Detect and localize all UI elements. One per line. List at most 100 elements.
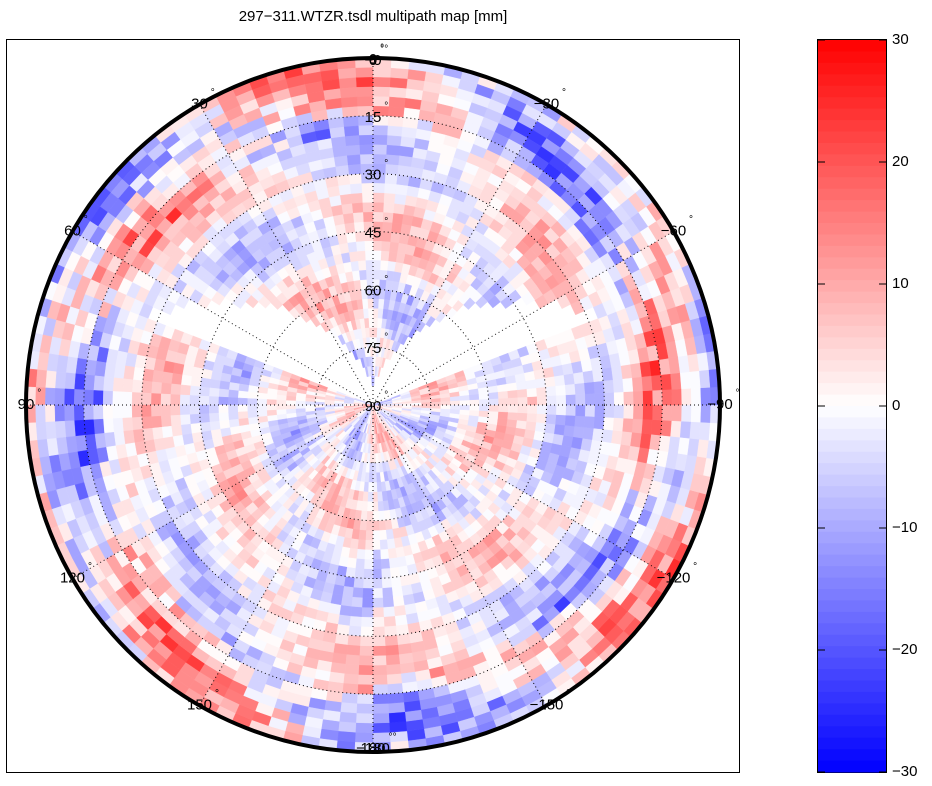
colorbar-level [818,440,886,453]
heat-cell [603,404,615,418]
elevation-label: 60 [365,282,382,299]
heat-cell [631,376,643,392]
colorbar-level [818,120,886,132]
heat-cell [387,692,405,704]
heat-cell [359,645,374,656]
heat-cell [355,67,374,78]
heat-cell [565,394,576,406]
heat-cell [651,404,663,421]
azimuth-label: 60 [64,222,81,239]
heat-cell [365,269,374,281]
heat-cell [180,404,191,416]
heat-cell [64,388,75,406]
heat-cell [337,730,357,743]
heat-cell [64,372,77,390]
heat-cell [112,404,123,419]
heat-cell [372,674,388,685]
heat-cell [623,404,634,419]
heat-cell [200,421,212,433]
heat-cell [218,396,229,406]
heat-cell [238,390,249,399]
heat-cell [372,327,378,338]
heat-cell [641,418,653,435]
heat-cell [74,419,86,437]
heat-cell [161,299,176,316]
heat-cell [574,415,585,428]
heat-cell [351,528,361,540]
heat-cell [357,260,367,272]
heat-cell [199,395,210,406]
heat-cell [613,404,624,419]
colorbar-level [818,543,886,556]
heat-cell [383,615,397,627]
heat-cell [430,404,441,409]
heat-cell [365,539,374,550]
heat-cell [372,481,378,492]
heat-cell [171,373,183,386]
heat-cell [372,568,383,579]
heat-cell [372,250,382,261]
heat-cell [372,308,379,319]
heat-cell [381,567,392,579]
heat-cell [623,391,634,406]
heat-cell [365,529,374,541]
heat-cell [372,664,388,676]
heat-cell [161,371,174,385]
colorbar-level [818,463,886,476]
heat-cell [372,183,385,194]
heat-cell [459,399,470,406]
colorbar-level [818,51,886,64]
colorbar-level [818,85,886,98]
heat-cell [170,414,182,427]
colorbar [818,40,886,773]
heat-cell [132,379,144,394]
heat-cell [200,377,212,389]
heat-cell [372,703,390,714]
heat-cell [506,418,518,428]
heat-cell [122,378,134,393]
heat-cell [362,202,374,213]
colorbar-level [818,554,886,567]
heat-cell [122,404,133,419]
heat-cell [517,404,528,414]
heat-cell [376,327,382,339]
heat-cell [180,414,192,426]
colorbar-level [818,371,886,384]
heat-cell [698,369,711,389]
heat-cell [344,222,356,234]
heat-cell [113,364,126,380]
azimuth-label: −180 [356,740,390,757]
heat-cell [344,135,360,147]
heat-cell [353,221,365,233]
colorbar-level [818,623,886,636]
heat-cell [247,398,258,406]
heat-cell [661,389,673,406]
heat-cell [362,597,374,608]
colorbar-level [818,497,886,510]
heat-cell [337,67,357,80]
heat-cell [378,519,387,531]
degree-symbol: ° [88,562,92,573]
heat-cell [348,173,362,185]
heat-cell [248,385,259,394]
degree-symbol: ° [562,87,566,98]
heat-cell [545,413,557,425]
heat-cell [354,231,365,243]
heat-cell [141,416,153,430]
heat-cell [380,250,390,262]
heat-cell [563,373,575,386]
heat-cell [189,395,200,406]
heat-cell [83,404,95,421]
heat-cell [348,547,359,559]
heat-cell [305,401,316,406]
heat-cell [563,424,575,437]
colorbar-level [818,634,886,647]
heat-cell [603,392,615,406]
heat-cell [364,549,374,560]
heat-cell [398,652,414,665]
heat-cell [103,376,115,392]
heat-cell [468,409,480,417]
heat-cell [355,241,366,252]
heat-cell [356,548,366,560]
colorbar-level [818,257,886,270]
